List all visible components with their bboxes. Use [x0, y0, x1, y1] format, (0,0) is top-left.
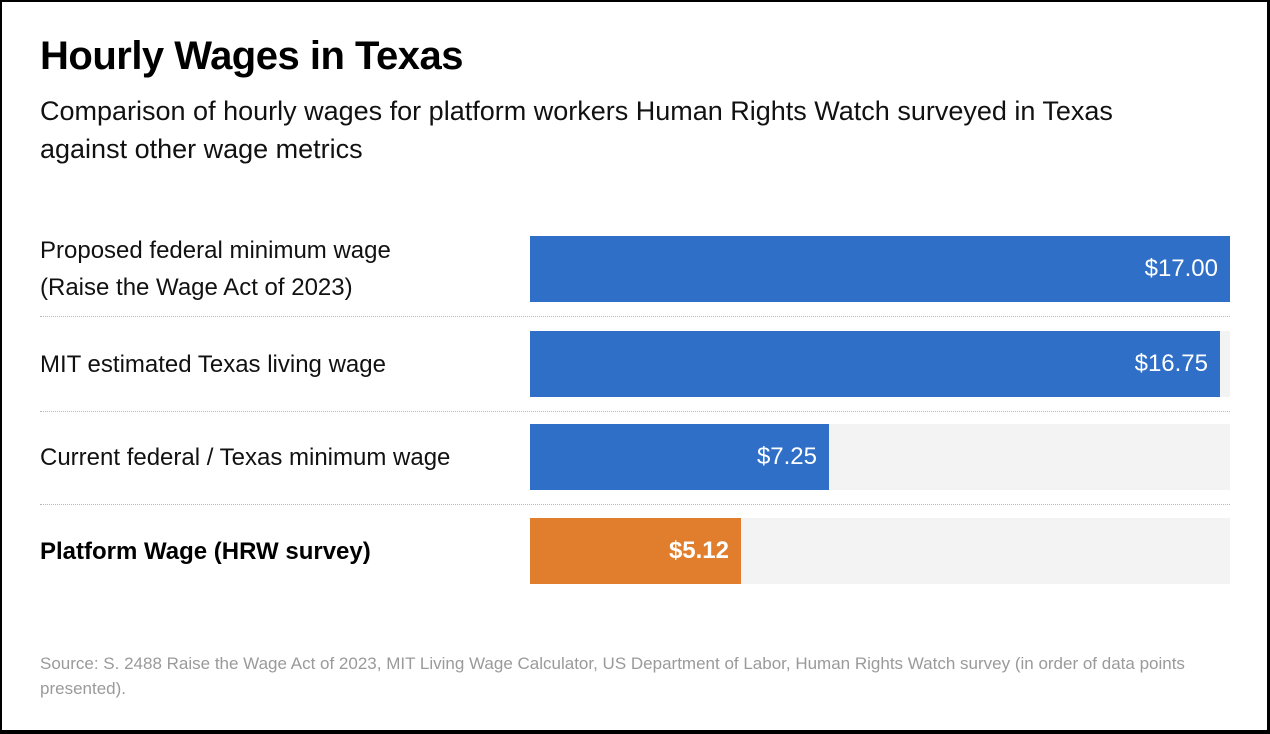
data-label: $17.00 [1144, 255, 1218, 282]
data-label: $5.12 [668, 537, 729, 564]
bar [530, 331, 1220, 397]
data-label: $16.75 [1134, 350, 1208, 377]
row-divider [40, 411, 1230, 412]
category-label: Current federal / Texas minimum wage [40, 439, 450, 476]
source-note: Source: S. 2488 Raise the Wage Act of 20… [40, 654, 1185, 698]
row-divider [40, 504, 1230, 505]
bar [530, 424, 829, 490]
bar-track: $17.00 [530, 236, 1230, 302]
category-label-line: MIT estimated Texas living wage [40, 350, 386, 378]
bar-track: $16.75 [530, 331, 1230, 397]
category-label: MIT estimated Texas living wage [40, 346, 386, 383]
category-label-line: Current federal / Texas minimum wage [40, 443, 451, 471]
bar [530, 236, 1230, 302]
category-label: Platform Wage (HRW survey) [40, 533, 371, 570]
bar-track: $7.25 [530, 424, 1230, 490]
chart-title: Hourly Wages in Texas [40, 34, 463, 78]
category-label-line: Platform Wage (HRW survey) [40, 537, 371, 565]
data-label: $7.25 [756, 443, 817, 470]
chart-subtitle: Comparison of hourly wages for platform … [40, 96, 1113, 164]
category-label-line: (Raise the Wage Act of 2023) [40, 274, 353, 301]
bar [530, 518, 741, 584]
bar-track: $5.12 [530, 518, 1230, 584]
category-label: Proposed federal minimum wage (Raise the … [40, 232, 391, 306]
category-label-line: Proposed federal minimum wage [40, 237, 391, 264]
row-divider [40, 316, 1230, 317]
